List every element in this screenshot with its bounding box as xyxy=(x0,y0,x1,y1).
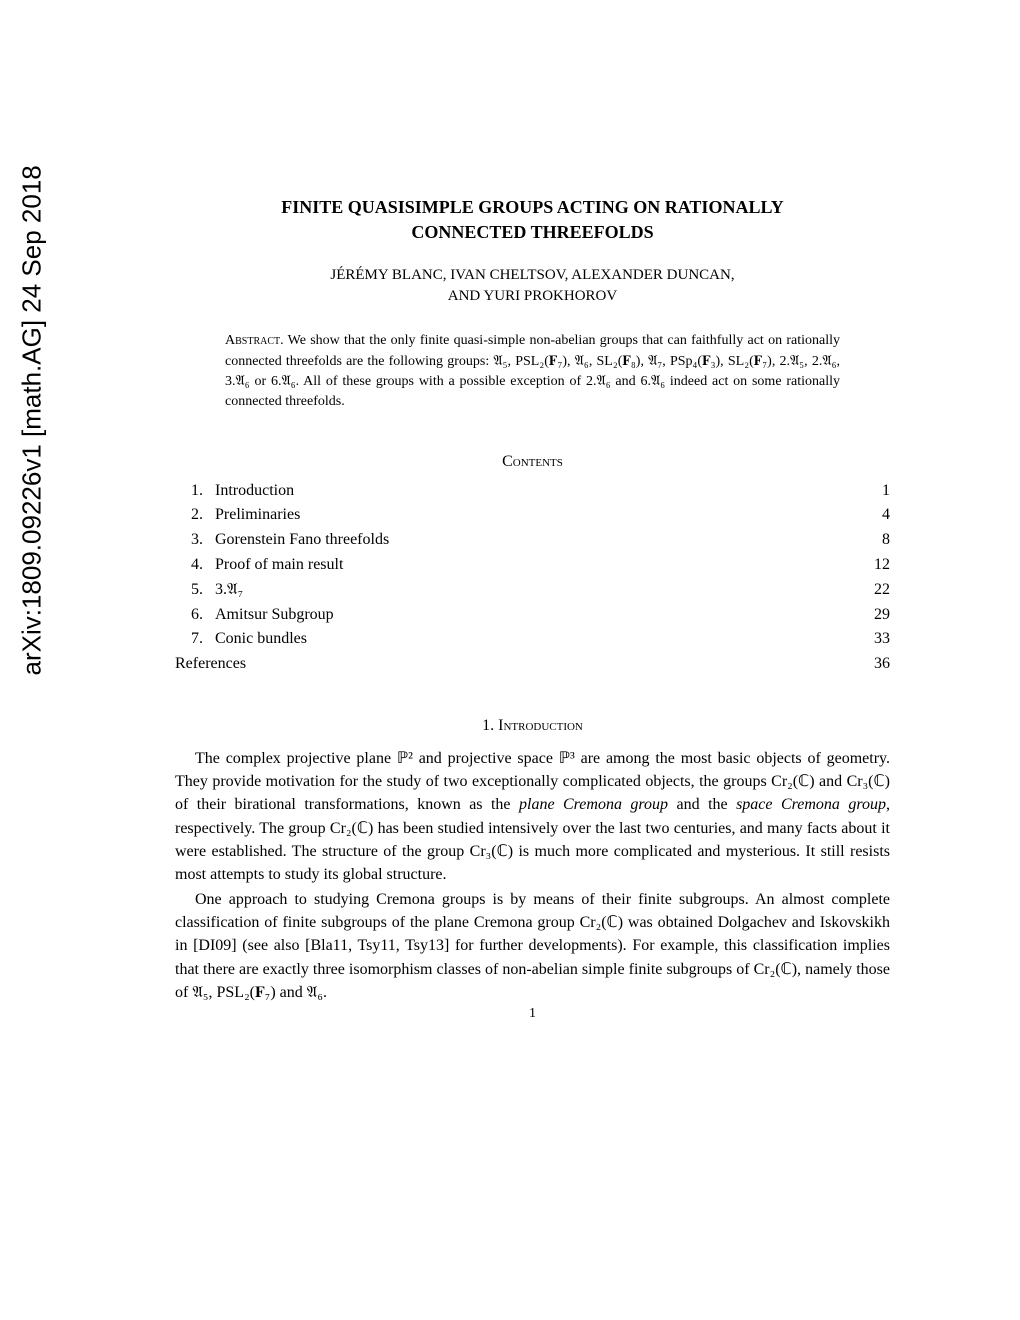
toc-row: 6. Amitsur Subgroup 29 xyxy=(175,603,890,628)
authors-line-1: JÉRÉMY BLANC, IVAN CHELTSOV, ALEXANDER D… xyxy=(175,265,890,286)
table-of-contents: 1. Introduction 1 2. Preliminaries 4 3. … xyxy=(175,479,890,677)
body-text: The complex projective plane ℙ² and proj… xyxy=(175,747,890,1004)
title-line-1: FINITE QUASISIMPLE GROUPS ACTING ON RATI… xyxy=(175,195,890,220)
toc-title: Proof of main result xyxy=(215,553,343,578)
toc-page: 36 xyxy=(874,652,890,677)
toc-row: 1. Introduction 1 xyxy=(175,479,890,504)
toc-num: 5. xyxy=(175,578,215,603)
abstract-text: We show that the only finite quasi-simpl… xyxy=(225,333,840,409)
toc-num: 7. xyxy=(175,627,215,652)
toc-page: 29 xyxy=(874,603,890,628)
paragraph-1: The complex projective plane ℙ² and proj… xyxy=(175,747,890,886)
toc-row: 4. Proof of main result 12 xyxy=(175,553,890,578)
toc-page: 1 xyxy=(882,479,890,504)
toc-title: Preliminaries xyxy=(215,503,300,528)
toc-row: 3. Gorenstein Fano threefolds 8 xyxy=(175,528,890,553)
paragraph-2: One approach to studying Cremona groups … xyxy=(175,888,890,1004)
paper-abstract: Abstract. We show that the only finite q… xyxy=(225,331,840,412)
toc-title: Conic bundles xyxy=(215,627,307,652)
toc-page: 4 xyxy=(882,503,890,528)
toc-title: Introduction xyxy=(215,479,294,504)
paper-title: FINITE QUASISIMPLE GROUPS ACTING ON RATI… xyxy=(175,195,890,245)
toc-num: 4. xyxy=(175,553,215,578)
toc-row: 2. Preliminaries 4 xyxy=(175,503,890,528)
abstract-label: Abstract. xyxy=(225,333,284,348)
section-heading: 1. Introduction xyxy=(175,717,890,735)
toc-page: 12 xyxy=(874,553,890,578)
toc-title: Amitsur Subgroup xyxy=(215,603,334,628)
toc-page: 8 xyxy=(882,528,890,553)
toc-title: 3.𝔄₇ xyxy=(215,578,243,603)
toc-page: 22 xyxy=(874,578,890,603)
page-number: 1 xyxy=(175,1006,890,1022)
arxiv-stamp: arXiv:1809.09226v1 [math.AG] 24 Sep 2018 xyxy=(17,165,48,675)
toc-num: 3. xyxy=(175,528,215,553)
toc-num: 1. xyxy=(175,479,215,504)
toc-num: 2. xyxy=(175,503,215,528)
toc-title: Gorenstein Fano threefolds xyxy=(215,528,389,553)
paper-page: FINITE QUASISIMPLE GROUPS ACTING ON RATI… xyxy=(175,0,890,1022)
toc-title: References xyxy=(175,652,246,677)
toc-row: References 36 xyxy=(175,652,890,677)
contents-heading: Contents xyxy=(175,453,890,471)
toc-row: 7. Conic bundles 33 xyxy=(175,627,890,652)
toc-page: 33 xyxy=(874,627,890,652)
title-line-2: CONNECTED THREEFOLDS xyxy=(175,220,890,245)
authors-line-2: AND YURI PROKHOROV xyxy=(175,286,890,307)
toc-num: 6. xyxy=(175,603,215,628)
toc-row: 5. 3.𝔄₇ 22 xyxy=(175,578,890,603)
paper-authors: JÉRÉMY BLANC, IVAN CHELTSOV, ALEXANDER D… xyxy=(175,265,890,307)
